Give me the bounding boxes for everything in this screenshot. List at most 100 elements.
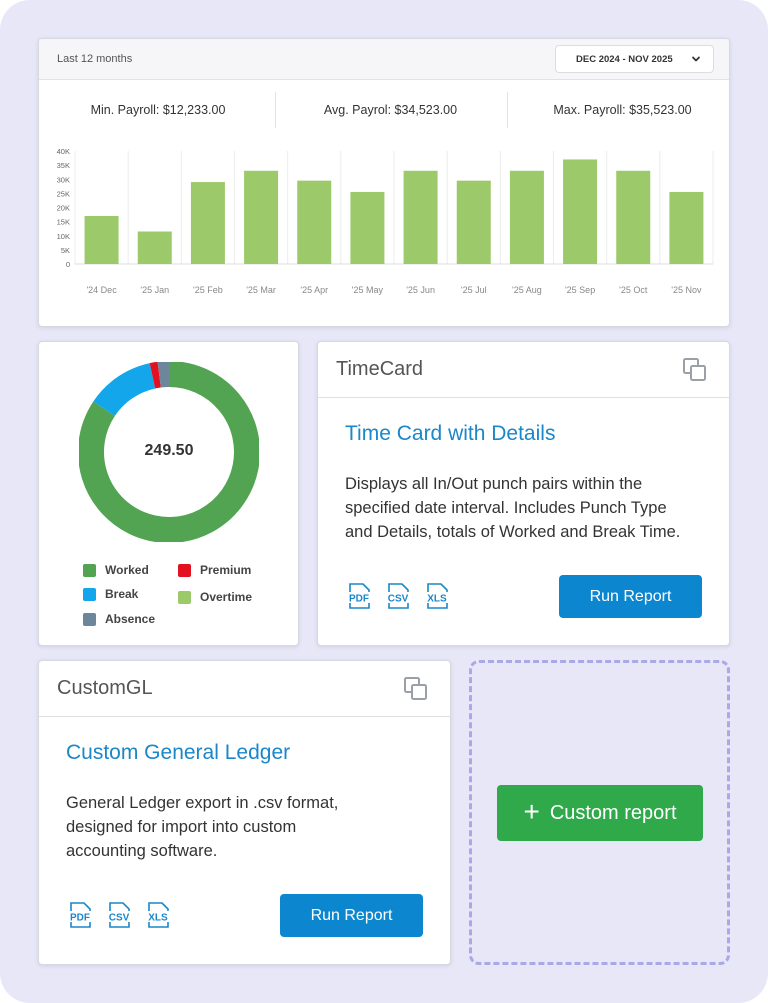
avg-payroll-stat: Avg. Payrol: $34,523.00: [275, 92, 505, 128]
bar[interactable]: [509, 170, 544, 264]
copy-icon[interactable]: [681, 356, 709, 384]
legend-label: Worked: [105, 563, 149, 577]
donut-slice-break[interactable]: [93, 363, 156, 417]
x-tick-label: '25 Jan: [140, 285, 169, 295]
y-tick-label: 10K: [57, 232, 70, 241]
report-description: General Ledger export in .csv format, de…: [66, 791, 338, 863]
legend-label: Premium: [200, 563, 252, 577]
bar[interactable]: [456, 180, 491, 264]
description-line: designed for import into custom: [66, 818, 297, 836]
bar[interactable]: [297, 180, 332, 264]
bar[interactable]: [563, 159, 598, 264]
y-tick-label: 20K: [57, 204, 70, 213]
legend-label: Absence: [105, 612, 156, 626]
svg-text:PDF: PDF: [70, 913, 90, 924]
xls-file-icon[interactable]: XLS: [423, 582, 451, 610]
hours-donut-chart: [79, 362, 259, 542]
donut-slice-premium[interactable]: [149, 362, 161, 389]
y-tick-label: 35K: [57, 161, 70, 170]
legend-label: Overtime: [200, 590, 253, 604]
legend-swatch: [83, 563, 96, 577]
legend-item-overtime: Overtime: [178, 590, 252, 604]
description-line: specified date interval. Includes Punch …: [345, 499, 667, 517]
x-tick-label: '25 Oct: [619, 285, 648, 295]
legend-swatch: [83, 612, 96, 626]
xls-file-icon[interactable]: XLS: [144, 901, 172, 929]
bar[interactable]: [350, 191, 385, 264]
x-tick-label: '25 May: [352, 285, 384, 295]
x-tick-label: '25 Feb: [193, 285, 223, 295]
x-tick-label: '25 Jul: [461, 285, 487, 295]
pdf-file-icon[interactable]: PDF: [345, 582, 373, 610]
legend-swatch: [178, 590, 191, 604]
description-line: accounting software.: [66, 842, 218, 860]
y-tick-label: 15K: [57, 218, 70, 227]
legend-swatch: [83, 587, 96, 601]
x-tick-label: '25 Aug: [512, 285, 542, 295]
period-label: Last 12 months: [57, 53, 133, 65]
y-tick-label: 30K: [57, 175, 70, 184]
report-title[interactable]: Time Card with Details: [345, 422, 556, 445]
legend-item-worked: Worked: [83, 563, 149, 577]
bar[interactable]: [84, 215, 119, 264]
svg-text:XLS: XLS: [427, 594, 447, 605]
bar[interactable]: [403, 170, 438, 264]
min-payroll-stat: Min. Payroll: $12,233.00: [90, 103, 226, 117]
donut-slice-absence[interactable]: [157, 362, 170, 388]
csv-file-icon[interactable]: CSV: [384, 582, 412, 610]
legend-item-break: Break: [83, 587, 138, 601]
export-formats: PDF CSV XLS: [66, 901, 172, 929]
donut-total-value: 249.50: [144, 442, 194, 459]
report-card-header: TimeCard: [318, 342, 729, 398]
legend-item-absence: Absence: [83, 612, 155, 626]
x-tick-label: '25 Apr: [300, 285, 328, 295]
bar[interactable]: [616, 170, 651, 264]
date-range-select[interactable]: DEC 2024 - NOV 2025: [555, 45, 714, 73]
customgl-report-card: CustomGL Custom General Ledger General L…: [38, 660, 451, 965]
csv-file-icon[interactable]: CSV: [105, 901, 133, 929]
x-tick-label: '25 Sep: [565, 285, 595, 295]
description-line: Displays all In/Out punch pairs within t…: [345, 475, 643, 493]
bar[interactable]: [137, 231, 172, 264]
legend-swatch: [178, 563, 191, 577]
copy-icon[interactable]: [402, 675, 430, 703]
chevron-down-icon: [692, 56, 700, 62]
description-line: and Details, totals of Worked and Break …: [345, 523, 681, 541]
x-tick-label: '25 Mar: [246, 285, 276, 295]
legend-item-premium: Premium: [178, 563, 251, 577]
custom-report-label: Custom report: [549, 801, 677, 824]
timecard-report-card: TimeCard Time Card with Details Displays…: [317, 341, 730, 646]
y-tick-label: 0: [66, 260, 70, 269]
y-tick-label: 40K: [57, 147, 70, 156]
hours-donut-card: 249.50 Worked Premium Break Overtime Absence: [38, 341, 299, 646]
date-range-value: DEC 2024 - NOV 2025: [576, 53, 673, 65]
report-code: TimeCard: [336, 358, 424, 380]
export-formats: PDF CSV XLS: [345, 582, 451, 610]
custom-report-button[interactable]: + Custom report: [497, 785, 703, 841]
report-code: CustomGL: [57, 677, 153, 699]
run-report-button[interactable]: Run Report: [559, 575, 702, 618]
y-tick-label: 25K: [57, 189, 70, 198]
bar[interactable]: [669, 191, 704, 264]
x-tick-label: '25 Nov: [671, 285, 702, 295]
svg-text:XLS: XLS: [148, 913, 168, 924]
payroll-bar-chart: 0 5K 10K 15K 20K 25K 30K 35K 40K '24 Dec '25 Jan '2…: [57, 147, 714, 295]
x-tick-label: '24 Dec: [86, 285, 117, 295]
plus-icon: +: [523, 795, 540, 827]
svg-text:CSV: CSV: [388, 594, 409, 605]
svg-text:CSV: CSV: [109, 913, 130, 924]
bar[interactable]: [190, 182, 225, 264]
description-line: General Ledger export in .csv format,: [66, 794, 339, 812]
payroll-chart-card: Last 12 months DEC 2024 - NOV 2025 Min. …: [38, 38, 730, 327]
svg-text:PDF: PDF: [349, 594, 369, 605]
y-tick-label: 5K: [61, 246, 70, 255]
custom-report-dropzone: + Custom report: [469, 660, 730, 965]
report-title[interactable]: Custom General Ledger: [66, 741, 291, 764]
run-report-button[interactable]: Run Report: [280, 894, 423, 937]
donut-slice-worked[interactable]: [79, 362, 259, 542]
payroll-card-header: Last 12 months DEC 2024 - NOV 2025: [39, 39, 729, 80]
bar[interactable]: [244, 170, 279, 264]
legend-label: Break: [105, 587, 139, 601]
x-tick-label: '25 Jun: [406, 285, 435, 295]
pdf-file-icon[interactable]: PDF: [66, 901, 94, 929]
